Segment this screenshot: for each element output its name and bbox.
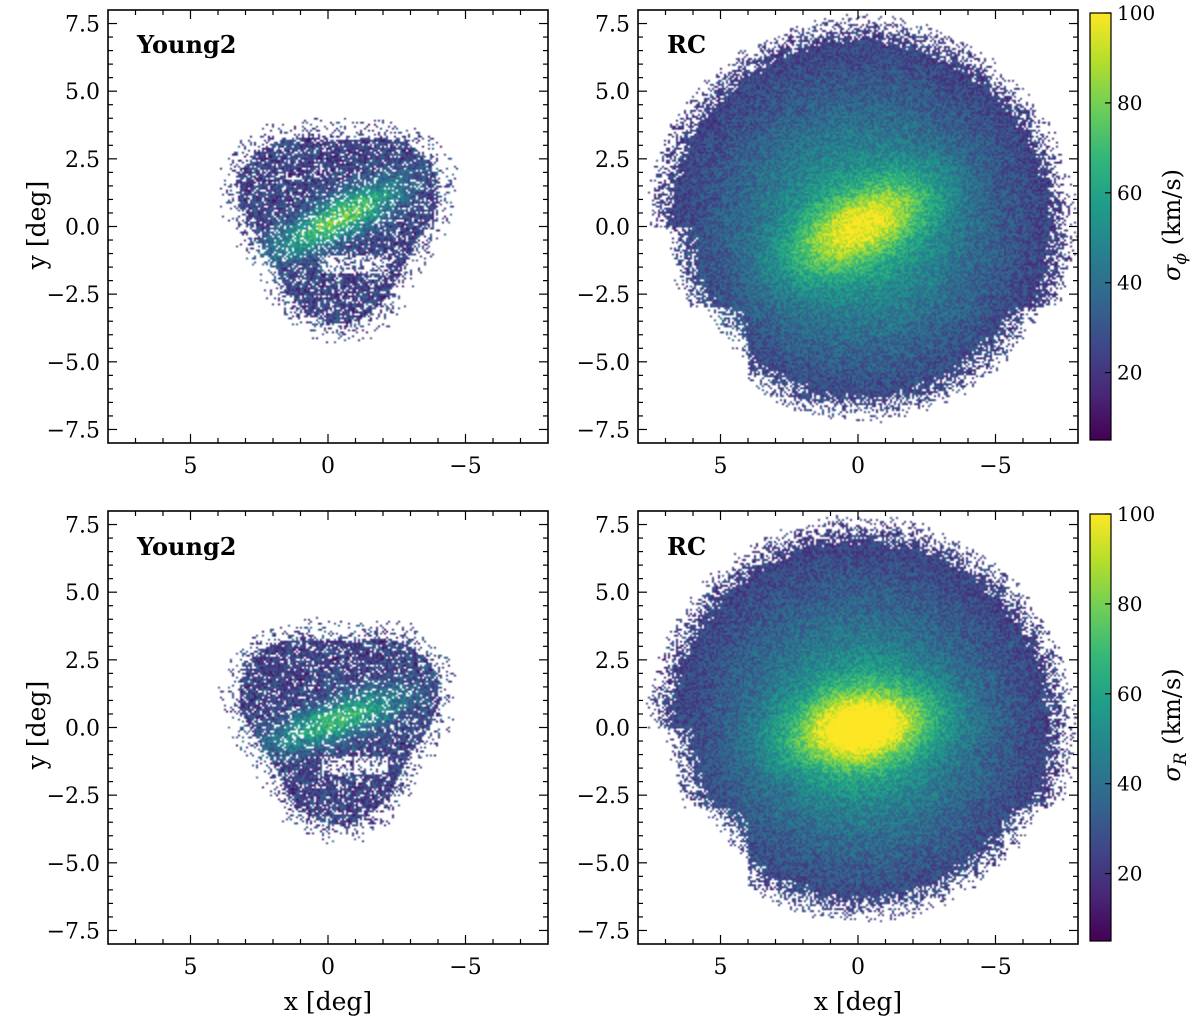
y-tick-label: −5.0 <box>47 852 100 877</box>
y-tick-label: −5.0 <box>577 852 630 877</box>
x-tick-label: 0 <box>851 955 865 980</box>
y-tick-label: 0.0 <box>65 216 100 241</box>
y-tick-label: 7.5 <box>65 13 100 38</box>
y-tick-label: 5.0 <box>595 80 630 105</box>
y-tick-label: −7.5 <box>47 919 100 944</box>
panel-label-rc-bottom: RC <box>667 532 706 561</box>
colorbar-tick-label: 80 <box>1117 91 1142 115</box>
x-tick-label: −5 <box>979 955 1011 980</box>
x-tick-label: 0 <box>851 454 865 479</box>
colorbar-tick-label: 100 <box>1117 1 1155 25</box>
y-tick-label: 2.5 <box>65 649 100 674</box>
colorbar-tick-label: 20 <box>1117 862 1142 886</box>
y-tick-label: 7.5 <box>65 514 100 539</box>
y-tick-label: −5.0 <box>47 351 100 376</box>
panel-label-young2-top: Young2 <box>136 30 236 59</box>
colorbar-top <box>1089 12 1112 441</box>
x-tick-label: 0 <box>321 955 335 980</box>
colorbar-tick-label: 20 <box>1117 361 1142 385</box>
x-tick-label: −5 <box>449 454 481 479</box>
heatmap-young2-bottom <box>108 511 548 944</box>
heatmap-rc-top <box>638 10 1078 443</box>
colorbar-label-bottom: σR (km/s) <box>1158 668 1191 781</box>
x-tick-label: −5 <box>449 955 481 980</box>
panel-label-rc-top: RC <box>667 30 706 59</box>
colorbar-tick-label: 100 <box>1117 502 1155 526</box>
y-tick-label: 0.0 <box>65 717 100 742</box>
x-tick-label: 5 <box>184 955 198 980</box>
y-tick-label: −5.0 <box>577 351 630 376</box>
y-tick-label: 2.5 <box>595 649 630 674</box>
y-tick-label: 2.5 <box>65 148 100 173</box>
heatmap-rc-bottom <box>638 511 1078 944</box>
colorbar-bottom <box>1089 513 1112 942</box>
xlabel-left: x [deg] <box>284 987 372 1016</box>
colorbar-tick-label: 40 <box>1117 772 1142 796</box>
y-tick-label: −7.5 <box>47 418 100 443</box>
y-tick-label: −2.5 <box>577 784 630 809</box>
colorbar-tick-label: 40 <box>1117 271 1142 295</box>
x-tick-label: 5 <box>714 955 728 980</box>
y-tick-label: 0.0 <box>595 717 630 742</box>
y-tick-label: −2.5 <box>47 283 100 308</box>
y-tick-label: −2.5 <box>47 784 100 809</box>
y-tick-label: 7.5 <box>595 514 630 539</box>
y-tick-label: 5.0 <box>65 581 100 606</box>
colorbar-label-top: σϕ (km/s) <box>1158 169 1191 281</box>
x-tick-label: 5 <box>714 454 728 479</box>
ylabel-bottom: y [deg] <box>22 681 51 770</box>
colorbar-tick-label: 80 <box>1117 592 1142 616</box>
y-tick-label: 0.0 <box>595 216 630 241</box>
y-tick-label: 5.0 <box>65 80 100 105</box>
x-tick-label: 0 <box>321 454 335 479</box>
panel-label-young2-bottom: Young2 <box>136 532 236 561</box>
y-tick-label: 7.5 <box>595 13 630 38</box>
colorbar-tick-label: 60 <box>1117 682 1142 706</box>
heatmap-young2-top <box>108 10 548 443</box>
colorbar-tick-label: 60 <box>1117 181 1142 205</box>
y-tick-label: 2.5 <box>595 148 630 173</box>
y-tick-label: −2.5 <box>577 283 630 308</box>
y-tick-label: −7.5 <box>577 919 630 944</box>
x-tick-label: −5 <box>979 454 1011 479</box>
xlabel-right: x [deg] <box>814 987 902 1016</box>
y-tick-label: 5.0 <box>595 581 630 606</box>
x-tick-label: 5 <box>184 454 198 479</box>
y-tick-label: −7.5 <box>577 418 630 443</box>
ylabel-top: y [deg] <box>22 181 51 270</box>
